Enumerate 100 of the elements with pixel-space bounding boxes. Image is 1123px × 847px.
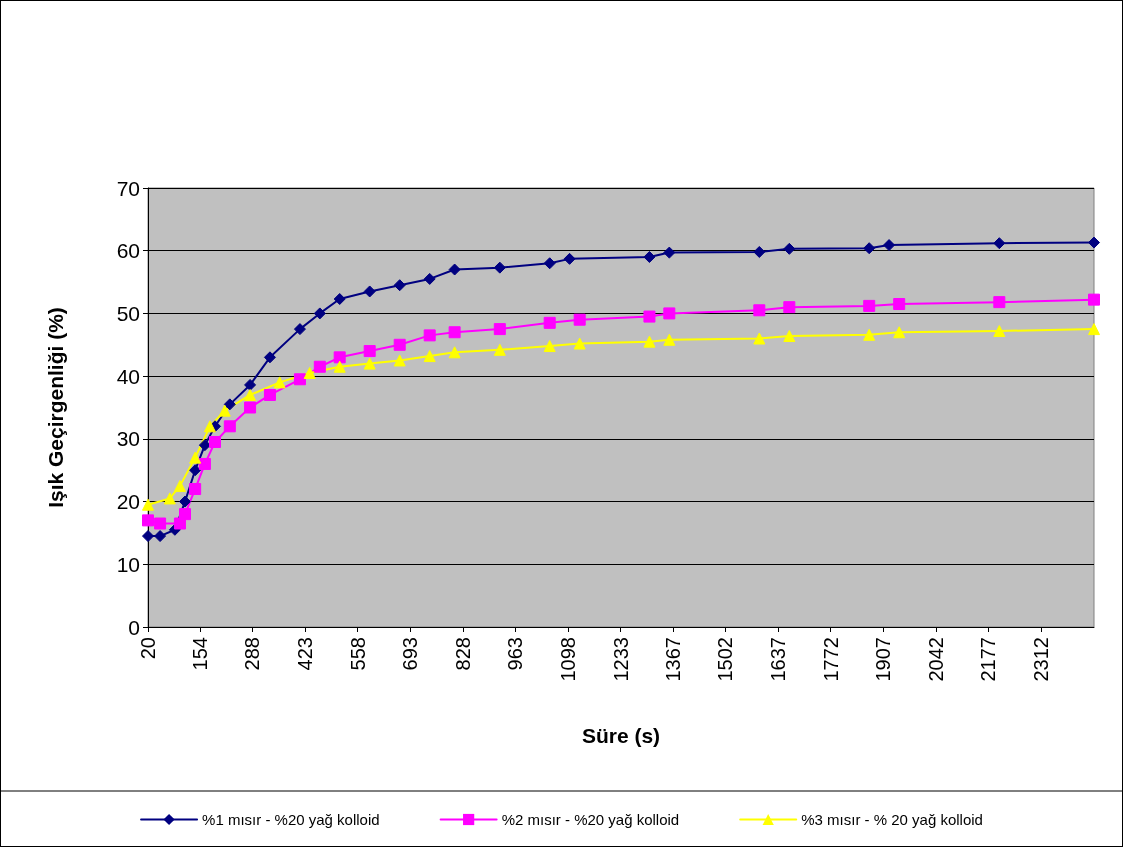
point bbox=[423, 272, 436, 285]
point bbox=[154, 530, 167, 543]
point bbox=[863, 299, 876, 312]
point bbox=[393, 279, 406, 292]
point bbox=[663, 246, 676, 259]
x-tick-label: 693 bbox=[399, 637, 422, 671]
x-tick-label: 288 bbox=[241, 637, 264, 671]
point bbox=[543, 316, 556, 329]
point bbox=[142, 530, 154, 543]
point bbox=[363, 285, 376, 298]
point bbox=[223, 420, 236, 433]
point bbox=[393, 338, 406, 351]
point bbox=[209, 435, 222, 448]
point bbox=[663, 307, 676, 320]
x-tick-label: 20 bbox=[137, 637, 159, 660]
legend-label: %3 mısır - % 20 yağ kolloid bbox=[801, 811, 983, 828]
legend-label: %2 mısır - %20 yağ kolloid bbox=[501, 811, 680, 828]
point bbox=[273, 376, 286, 389]
point bbox=[423, 350, 436, 363]
point bbox=[198, 457, 211, 470]
y-tick-label: 70 bbox=[116, 176, 140, 200]
point bbox=[218, 404, 231, 417]
y-tick-label: 30 bbox=[116, 427, 140, 451]
point bbox=[393, 354, 406, 367]
point bbox=[173, 517, 186, 530]
point bbox=[753, 332, 766, 345]
point bbox=[173, 479, 186, 492]
point bbox=[203, 420, 216, 433]
point bbox=[1088, 293, 1100, 306]
point bbox=[783, 242, 796, 255]
x-tick-label: 963 bbox=[504, 637, 527, 671]
point bbox=[543, 340, 556, 353]
point bbox=[244, 401, 257, 414]
point bbox=[493, 323, 506, 336]
x-tick-label: 2312 bbox=[1030, 637, 1053, 682]
point bbox=[189, 464, 202, 477]
point bbox=[142, 498, 154, 511]
point bbox=[263, 351, 276, 364]
point bbox=[333, 360, 346, 373]
x-tick-label: 558 bbox=[346, 637, 369, 671]
point bbox=[179, 508, 192, 521]
point bbox=[573, 337, 586, 350]
point bbox=[363, 357, 376, 370]
point bbox=[643, 310, 656, 323]
point bbox=[333, 351, 346, 364]
legend-label: %1 mısır - %20 yağ kolloid bbox=[202, 811, 380, 828]
point bbox=[543, 257, 556, 270]
point bbox=[783, 330, 796, 343]
x-tick-label: 1637 bbox=[767, 637, 790, 682]
point bbox=[783, 301, 796, 314]
point bbox=[163, 492, 176, 505]
point bbox=[663, 333, 676, 346]
x-tick-label: 1502 bbox=[714, 637, 737, 682]
point bbox=[313, 307, 326, 320]
point bbox=[993, 296, 1006, 309]
x-tick-label: 1367 bbox=[661, 637, 684, 682]
y-tick-label: 0 bbox=[128, 615, 140, 639]
point bbox=[863, 328, 876, 341]
point bbox=[179, 495, 192, 508]
point bbox=[154, 517, 167, 530]
point bbox=[993, 324, 1006, 337]
x-tick-label: 2042 bbox=[924, 637, 947, 682]
y-tick-label: 20 bbox=[116, 490, 140, 514]
point bbox=[244, 388, 257, 401]
point bbox=[333, 293, 346, 305]
point bbox=[263, 388, 276, 401]
point bbox=[893, 298, 906, 311]
point bbox=[293, 323, 306, 336]
point bbox=[863, 242, 876, 255]
x-tick-label: 1772 bbox=[819, 637, 842, 682]
point bbox=[643, 250, 656, 263]
point bbox=[223, 398, 236, 411]
point bbox=[1088, 323, 1100, 336]
point bbox=[1088, 236, 1100, 249]
y-tick-label: 10 bbox=[116, 552, 140, 576]
point bbox=[244, 378, 257, 391]
x-tick-label: 2177 bbox=[977, 637, 1000, 682]
point bbox=[893, 326, 906, 339]
y-tick-label: 50 bbox=[116, 301, 140, 325]
point bbox=[423, 329, 436, 342]
x-tick-label: 1098 bbox=[557, 637, 580, 682]
point bbox=[363, 345, 376, 358]
point bbox=[753, 245, 766, 258]
point bbox=[883, 239, 896, 252]
point bbox=[293, 373, 306, 386]
x-tick-label: 423 bbox=[294, 637, 317, 671]
point bbox=[493, 343, 506, 356]
point bbox=[493, 261, 506, 274]
y-tick-label: 60 bbox=[116, 239, 140, 263]
point bbox=[189, 483, 202, 496]
x-tick-label: 1907 bbox=[872, 637, 895, 682]
x-tick-label: 1233 bbox=[609, 637, 632, 682]
x-tick-label: 154 bbox=[189, 637, 212, 671]
point bbox=[993, 237, 1006, 250]
x-axis-title: Süre (s) bbox=[581, 724, 661, 747]
point bbox=[448, 326, 461, 339]
point bbox=[303, 367, 316, 380]
point bbox=[753, 304, 766, 317]
point bbox=[573, 313, 586, 326]
x-tick-label: 828 bbox=[451, 637, 474, 671]
